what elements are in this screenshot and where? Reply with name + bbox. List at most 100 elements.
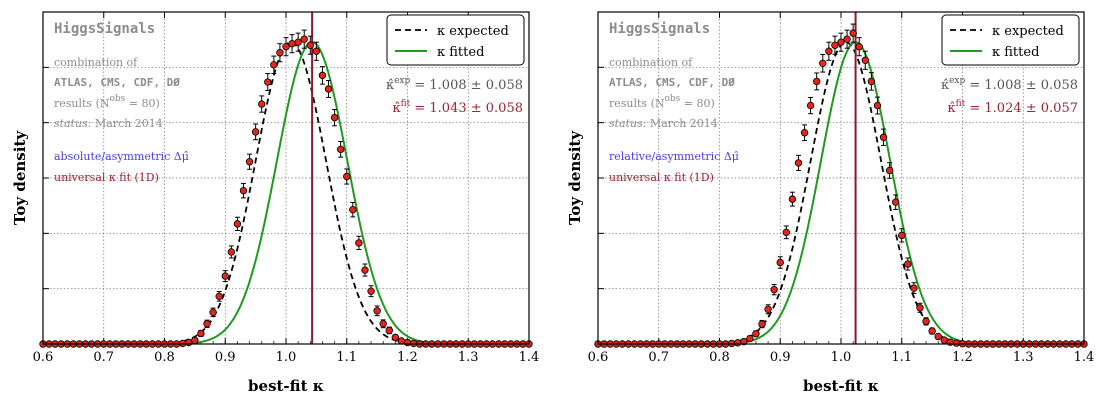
data-point xyxy=(867,77,876,86)
data-point xyxy=(197,329,205,338)
x-tick-label: 1.4 xyxy=(1074,350,1095,365)
data-point xyxy=(294,38,302,46)
data-point xyxy=(861,56,869,64)
data-point xyxy=(330,113,339,122)
data-point xyxy=(251,128,260,136)
info-title: HiggsSignals xyxy=(609,21,710,37)
x-tick-label: 1.3 xyxy=(458,350,479,365)
info-fit-type: universal κ fit (1D) xyxy=(609,171,714,184)
data-point xyxy=(239,186,248,195)
y-axis-label: Toy density xyxy=(566,130,584,225)
fitted-result-text: κ̂fit = 1.043 ± 0.058 xyxy=(393,99,524,116)
data-point xyxy=(922,317,930,326)
data-point xyxy=(191,336,199,345)
x-tick-label: 1.2 xyxy=(952,350,973,365)
x-axis-label: best-fit κ xyxy=(803,377,879,395)
info-line3: results (Nobs = 80) xyxy=(609,94,715,110)
data-point xyxy=(928,327,936,335)
data-point xyxy=(764,305,772,313)
data-point xyxy=(831,41,839,49)
info-status: status: March 2014 xyxy=(54,117,163,130)
data-point xyxy=(873,101,882,110)
data-point xyxy=(819,59,827,68)
x-tick-label: 1.0 xyxy=(831,350,852,365)
data-point xyxy=(258,100,266,108)
legend-box xyxy=(941,14,1080,66)
info-method: absolute/asymmetric Δμ̂ xyxy=(54,150,189,163)
x-tick-label: 1.1 xyxy=(891,350,912,365)
info-status: status: March 2014 xyxy=(609,117,718,130)
x-tick-label: 1.1 xyxy=(336,350,357,365)
data-point xyxy=(185,338,193,347)
data-point xyxy=(336,145,345,154)
data-point xyxy=(843,35,851,43)
info-line2: ATLAS, CMS, CDF, DØ xyxy=(609,76,735,89)
data-point xyxy=(203,320,211,328)
data-point xyxy=(403,338,412,347)
plot-frame xyxy=(42,11,530,345)
data-point xyxy=(270,61,278,69)
data-point xyxy=(209,308,217,317)
x-tick-label: 0.8 xyxy=(154,350,175,365)
data-point xyxy=(770,285,778,294)
data-point xyxy=(233,220,242,228)
data-point xyxy=(355,239,363,247)
data-point xyxy=(952,339,961,347)
x-tick-label: 1.2 xyxy=(397,350,418,365)
x-tick-label: 1.3 xyxy=(1013,350,1034,365)
y-axis-label: Toy density xyxy=(11,130,29,225)
data-point xyxy=(916,304,924,312)
info-line1: combination of xyxy=(609,56,693,69)
x-tick-label: 1.4 xyxy=(519,350,540,365)
legend-expected-label: κ expected xyxy=(437,24,509,39)
legend-fitted-label: κ fitted xyxy=(992,45,1039,60)
data-point xyxy=(282,43,290,51)
data-point xyxy=(849,29,857,37)
legend-fitted-label: κ fitted xyxy=(437,45,484,60)
data-point xyxy=(837,38,845,46)
data-point xyxy=(300,35,308,43)
data-point xyxy=(752,330,760,338)
data-point xyxy=(349,205,357,214)
data-point xyxy=(879,133,888,141)
x-tick-label: 0.8 xyxy=(709,350,730,365)
data-point xyxy=(264,78,272,86)
data-point xyxy=(776,258,784,267)
x-tick-label: 1.0 xyxy=(276,350,297,365)
data-point xyxy=(318,71,327,80)
data-point xyxy=(746,334,754,343)
data-point xyxy=(782,228,791,237)
data-point xyxy=(306,41,314,49)
data-point xyxy=(794,159,803,167)
data-point xyxy=(367,287,375,295)
x-tick-label: 0.6 xyxy=(33,350,54,365)
expected-result-text: κ̂exp = 1.008 ± 0.058 xyxy=(941,76,1078,93)
data-point xyxy=(934,332,942,341)
x-tick-label: 0.7 xyxy=(93,350,114,365)
x-tick-label: 0.7 xyxy=(648,350,669,365)
data-point xyxy=(288,39,296,48)
info-line2: ATLAS, CMS, CDF, DØ xyxy=(54,76,180,89)
x-tick-label: 0.9 xyxy=(215,350,236,365)
info-line1: combination of xyxy=(54,56,138,69)
data-point xyxy=(373,307,381,315)
x-tick-label: 0.6 xyxy=(588,350,609,365)
data-point xyxy=(276,49,284,57)
plot-frame xyxy=(597,11,1085,345)
data-point xyxy=(885,166,894,175)
data-point xyxy=(379,320,387,328)
data-point xyxy=(910,284,918,292)
data-point xyxy=(343,172,351,181)
info-fit-type: universal κ fit (1D) xyxy=(54,171,159,184)
data-point xyxy=(324,85,333,93)
legend-box xyxy=(386,14,525,66)
data-point xyxy=(758,320,766,328)
info-line3: results (Nobs = 80) xyxy=(54,94,160,110)
data-point xyxy=(245,158,254,166)
data-point xyxy=(825,47,833,55)
data-point xyxy=(800,129,809,137)
left-panel: 0.6 0.7 0.8 0.9 1.0 1.1 1.2 1.3 1.4 best-fit κ Toy… xyxy=(11,11,540,395)
data-point xyxy=(227,248,236,256)
expected-result-text: κ̂exp = 1.008 ± 0.058 xyxy=(386,76,523,93)
